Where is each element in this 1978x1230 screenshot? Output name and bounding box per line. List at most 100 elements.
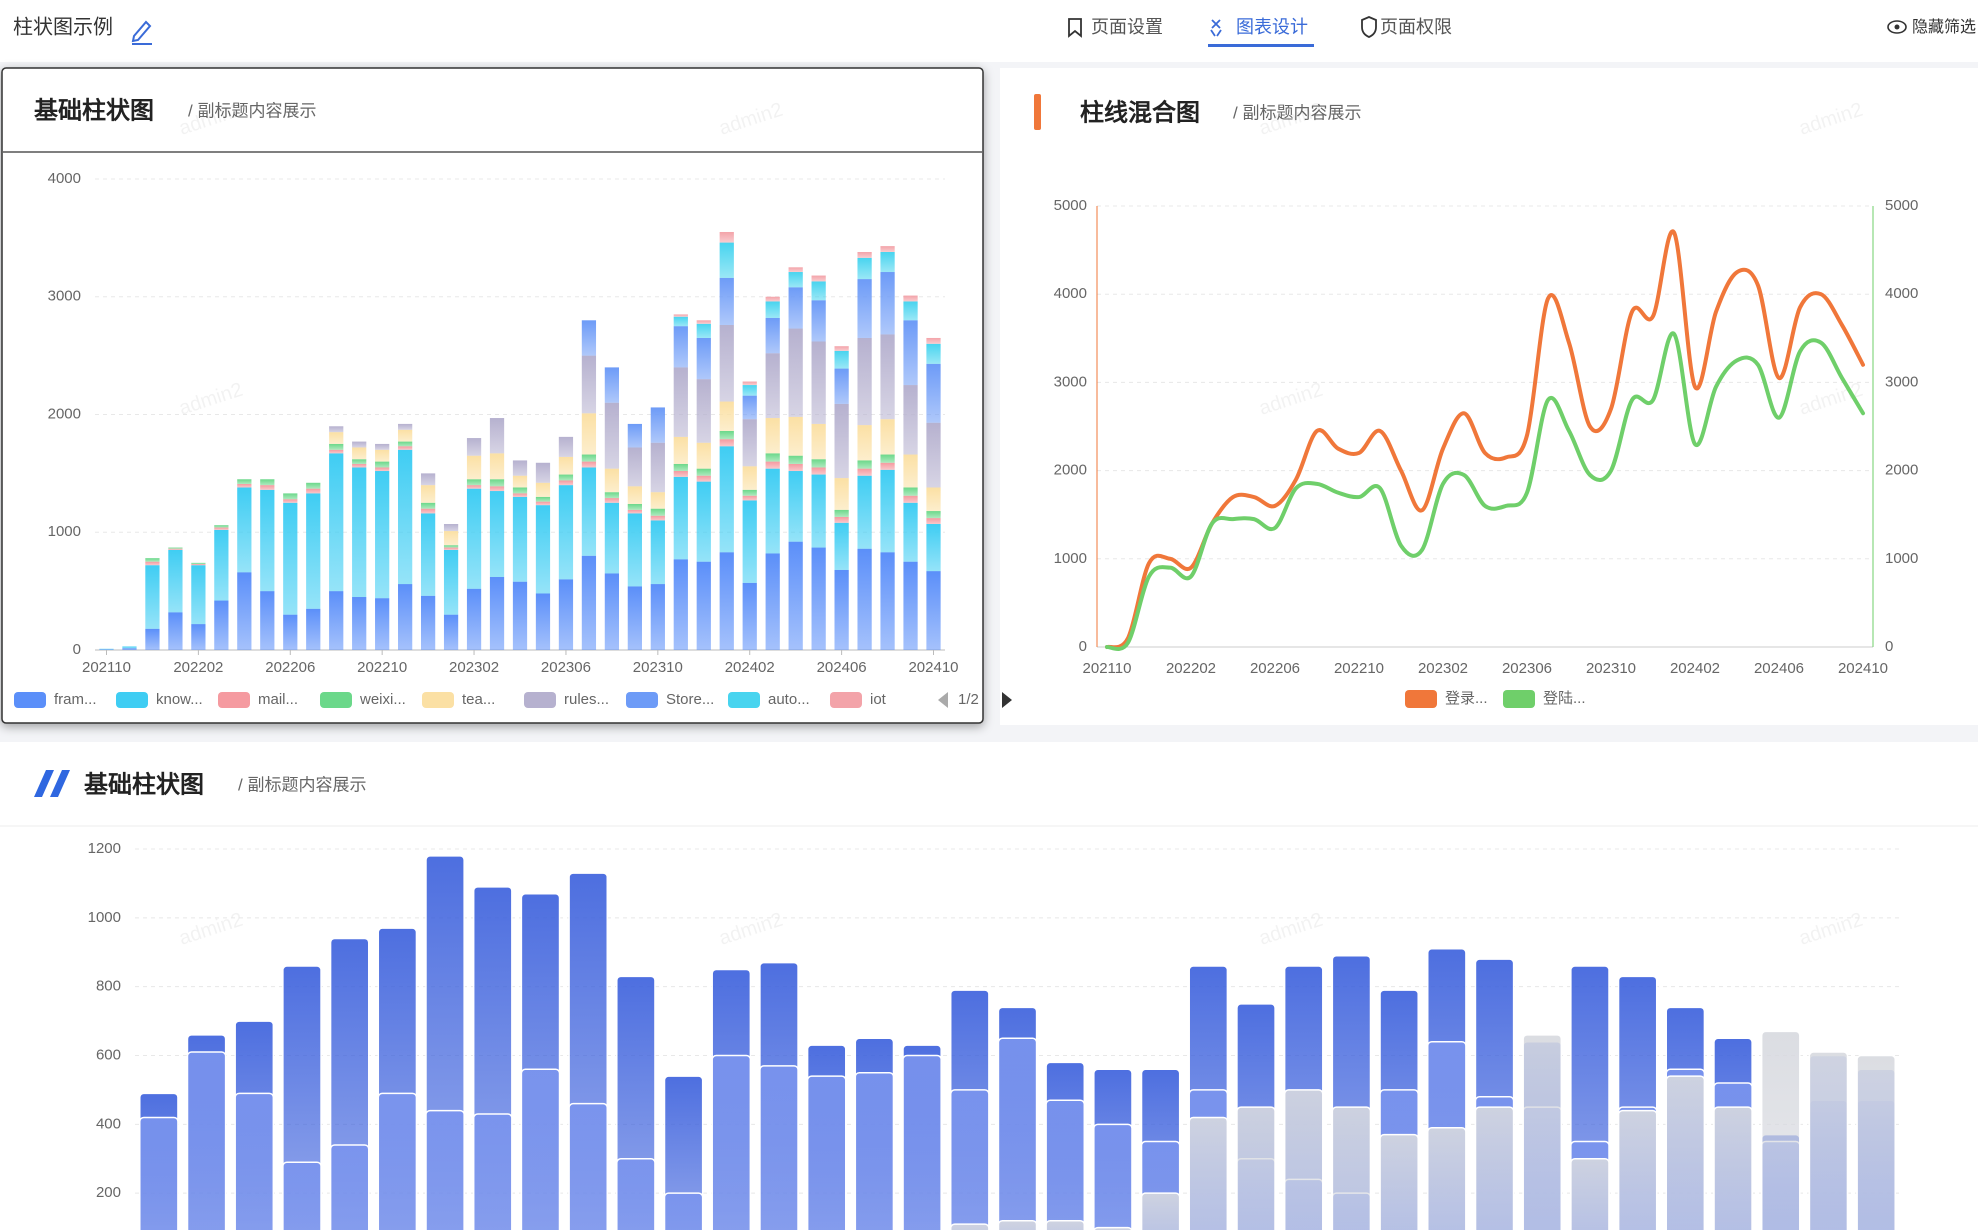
bar [949, 1089, 990, 1230]
bar-segment [788, 463, 803, 472]
bar-segment [696, 337, 711, 380]
bar [377, 1092, 418, 1230]
edit-icon[interactable] [131, 20, 152, 45]
bar-segment [398, 449, 413, 585]
bar-segment [857, 468, 872, 476]
bar-segment [857, 252, 872, 258]
line [1105, 331, 1865, 651]
chart-subtitle: / 副标题内容展示 [1233, 103, 1361, 122]
hide-filter[interactable]: 隐藏筛选 [1912, 17, 1976, 36]
bar-segment [673, 559, 688, 650]
bar-segment [604, 573, 620, 650]
bar-segment [581, 555, 597, 650]
eye-icon [1887, 20, 1907, 34]
bar-segment [765, 461, 780, 469]
legend-label: tea... [462, 691, 495, 708]
title-icon [34, 770, 70, 797]
bar-segment [650, 584, 665, 650]
bar-segment [581, 355, 597, 414]
bar-segment [329, 449, 344, 454]
bar-segment [260, 591, 275, 650]
bar-segment [742, 395, 757, 420]
bar-segment [512, 475, 528, 488]
legend-swatch [218, 692, 250, 708]
bar-segment [329, 432, 344, 444]
bar-segment [650, 442, 665, 493]
bar-segment [811, 275, 826, 282]
bar-segment [673, 326, 688, 368]
legend-label: 登录... [1445, 690, 1488, 707]
bar-segment [765, 353, 780, 419]
bar-segment [673, 463, 688, 472]
bar-segment [627, 509, 642, 514]
bar-segment [788, 272, 803, 288]
bar-segment [880, 419, 895, 455]
bar-segment [834, 516, 849, 523]
bar-segment [811, 300, 826, 342]
bar-segment [719, 430, 734, 440]
bar-segment [443, 547, 459, 550]
y-tick-label: 400 [96, 1115, 121, 1132]
bar [997, 1037, 1038, 1230]
legend-prev[interactable] [938, 692, 948, 708]
bar-segment [443, 524, 459, 532]
x-tick-label: 202306 [1502, 660, 1552, 677]
bar-segment [145, 558, 160, 562]
x-tick-label: 202210 [357, 659, 407, 676]
bar [1140, 1192, 1181, 1230]
bar-segment [696, 323, 711, 338]
bar-segment [535, 462, 551, 483]
bar [1570, 1158, 1610, 1230]
bar-segment [581, 467, 597, 556]
bar-segment [926, 524, 941, 572]
tab[interactable]: 页面权限 [1380, 17, 1452, 37]
bar-segment [283, 499, 298, 503]
tab[interactable]: 页面设置 [1091, 17, 1163, 37]
bar [997, 1219, 1038, 1230]
bar-segment [765, 418, 780, 454]
tab[interactable]: 图表设计 [1236, 17, 1308, 37]
bar [663, 1075, 704, 1230]
bar-segment [581, 461, 597, 468]
bar-segment [512, 581, 528, 650]
bar-segment [811, 459, 826, 468]
bar [1093, 1226, 1133, 1230]
bar-segment [535, 482, 551, 497]
y-tick-label: 200 [96, 1184, 121, 1201]
bar [1665, 1075, 1706, 1230]
bar-segment [719, 325, 734, 402]
legend-swatch [1503, 690, 1535, 708]
legend-label: rules... [564, 691, 609, 708]
bar-segment [788, 471, 803, 542]
bar [234, 1092, 275, 1230]
panel [1000, 68, 1978, 725]
bar [806, 1075, 847, 1230]
bar-segment [834, 346, 849, 351]
bar-segment [880, 469, 895, 553]
bar-segment [719, 401, 734, 431]
bar-segment [742, 495, 757, 501]
bar-segment [765, 317, 780, 354]
bar-segment [834, 569, 849, 650]
bar-segment [857, 460, 872, 469]
bar [1760, 1030, 1801, 1230]
bar-segment [742, 466, 757, 490]
bar-segment [880, 334, 895, 420]
bar-segment [696, 442, 711, 469]
legend-next[interactable] [1002, 692, 1012, 708]
bar-segment [811, 281, 826, 301]
bar [1045, 1099, 1086, 1230]
x-tick-label: 202110 [82, 659, 131, 676]
bar-segment [604, 498, 620, 503]
bar-segment [352, 441, 367, 448]
y-tick-label: 1200 [88, 840, 121, 857]
bar-segment [903, 495, 918, 503]
bar-segment [765, 553, 780, 650]
bar [902, 1054, 942, 1230]
bar [1188, 1116, 1229, 1230]
bar-segment [834, 509, 849, 517]
bar-segment [719, 439, 734, 447]
bar [282, 1161, 322, 1230]
bar [1522, 1034, 1563, 1230]
x-tick-label: 202402 [725, 659, 775, 676]
